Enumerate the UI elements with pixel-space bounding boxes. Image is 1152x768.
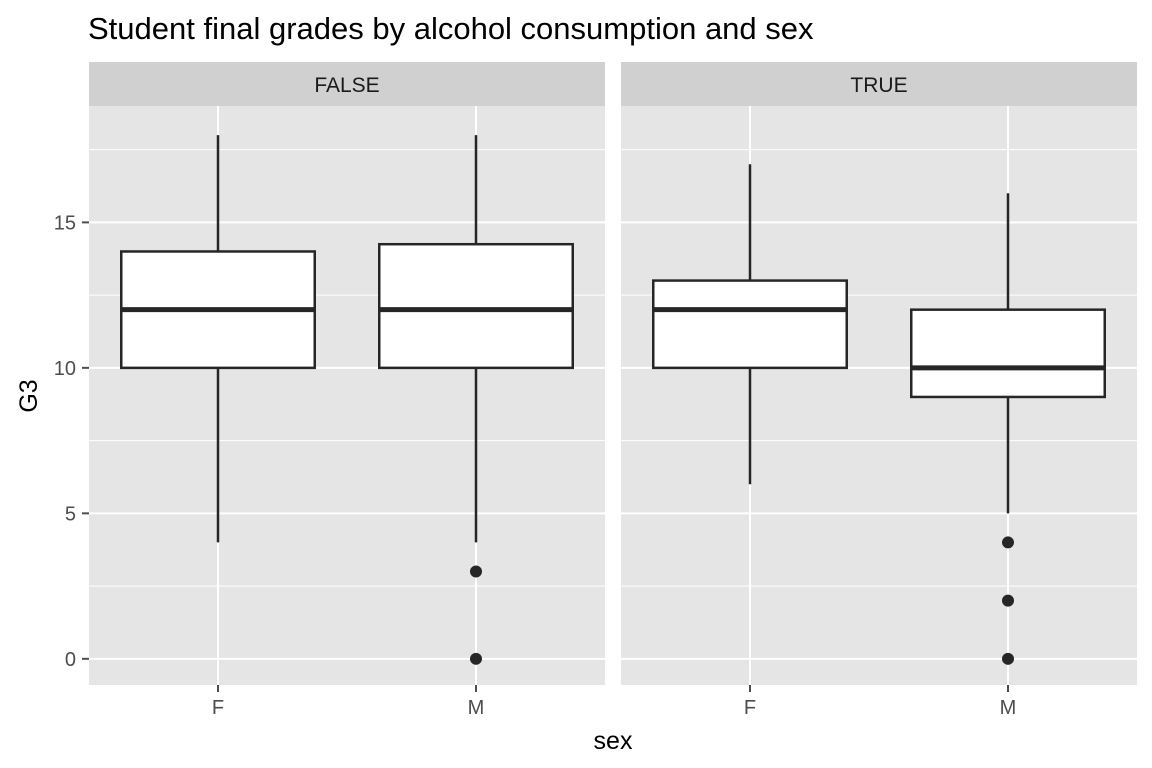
y-tick-label: 0 [65,649,76,671]
facet-panel-true: TRUE F M [621,62,1137,719]
box-true-f [652,164,848,485]
box-false-f [120,135,316,543]
x-tick-label: F [744,697,756,719]
facet-panel-false: FALSE F M [89,62,605,719]
facet-strip [89,62,605,106]
y-axis-title: G3 [15,379,43,412]
y-tick-label: 5 [65,503,76,525]
outlier-point [1002,536,1014,549]
chart-title: Student final grades by alcohol consumpt… [88,11,814,46]
facet-panels: FALSE F M TRUE F M [89,62,1137,719]
outlier-point [470,565,482,578]
panel-background [89,106,605,685]
facet-strip-label: TRUE [850,74,907,97]
box-false-m [378,135,574,665]
x-tick-label: M [468,697,485,719]
y-axis: 0 5 10 15 [54,212,89,671]
outlier-point [1002,652,1014,665]
box-body [652,279,848,370]
x-tick-label: M [1000,697,1017,719]
x-tick-label: F [212,697,224,719]
y-tick-label: 10 [54,358,76,380]
x-axis-title: sex [594,727,633,755]
y-tick-label: 15 [54,212,76,234]
outlier-point [1002,594,1014,607]
box-true-m [910,193,1106,665]
facet-strip-label: FALSE [314,74,379,97]
box-body [910,308,1106,399]
outlier-point [470,652,482,665]
box-body [378,242,574,370]
facet-strip [621,62,1137,106]
